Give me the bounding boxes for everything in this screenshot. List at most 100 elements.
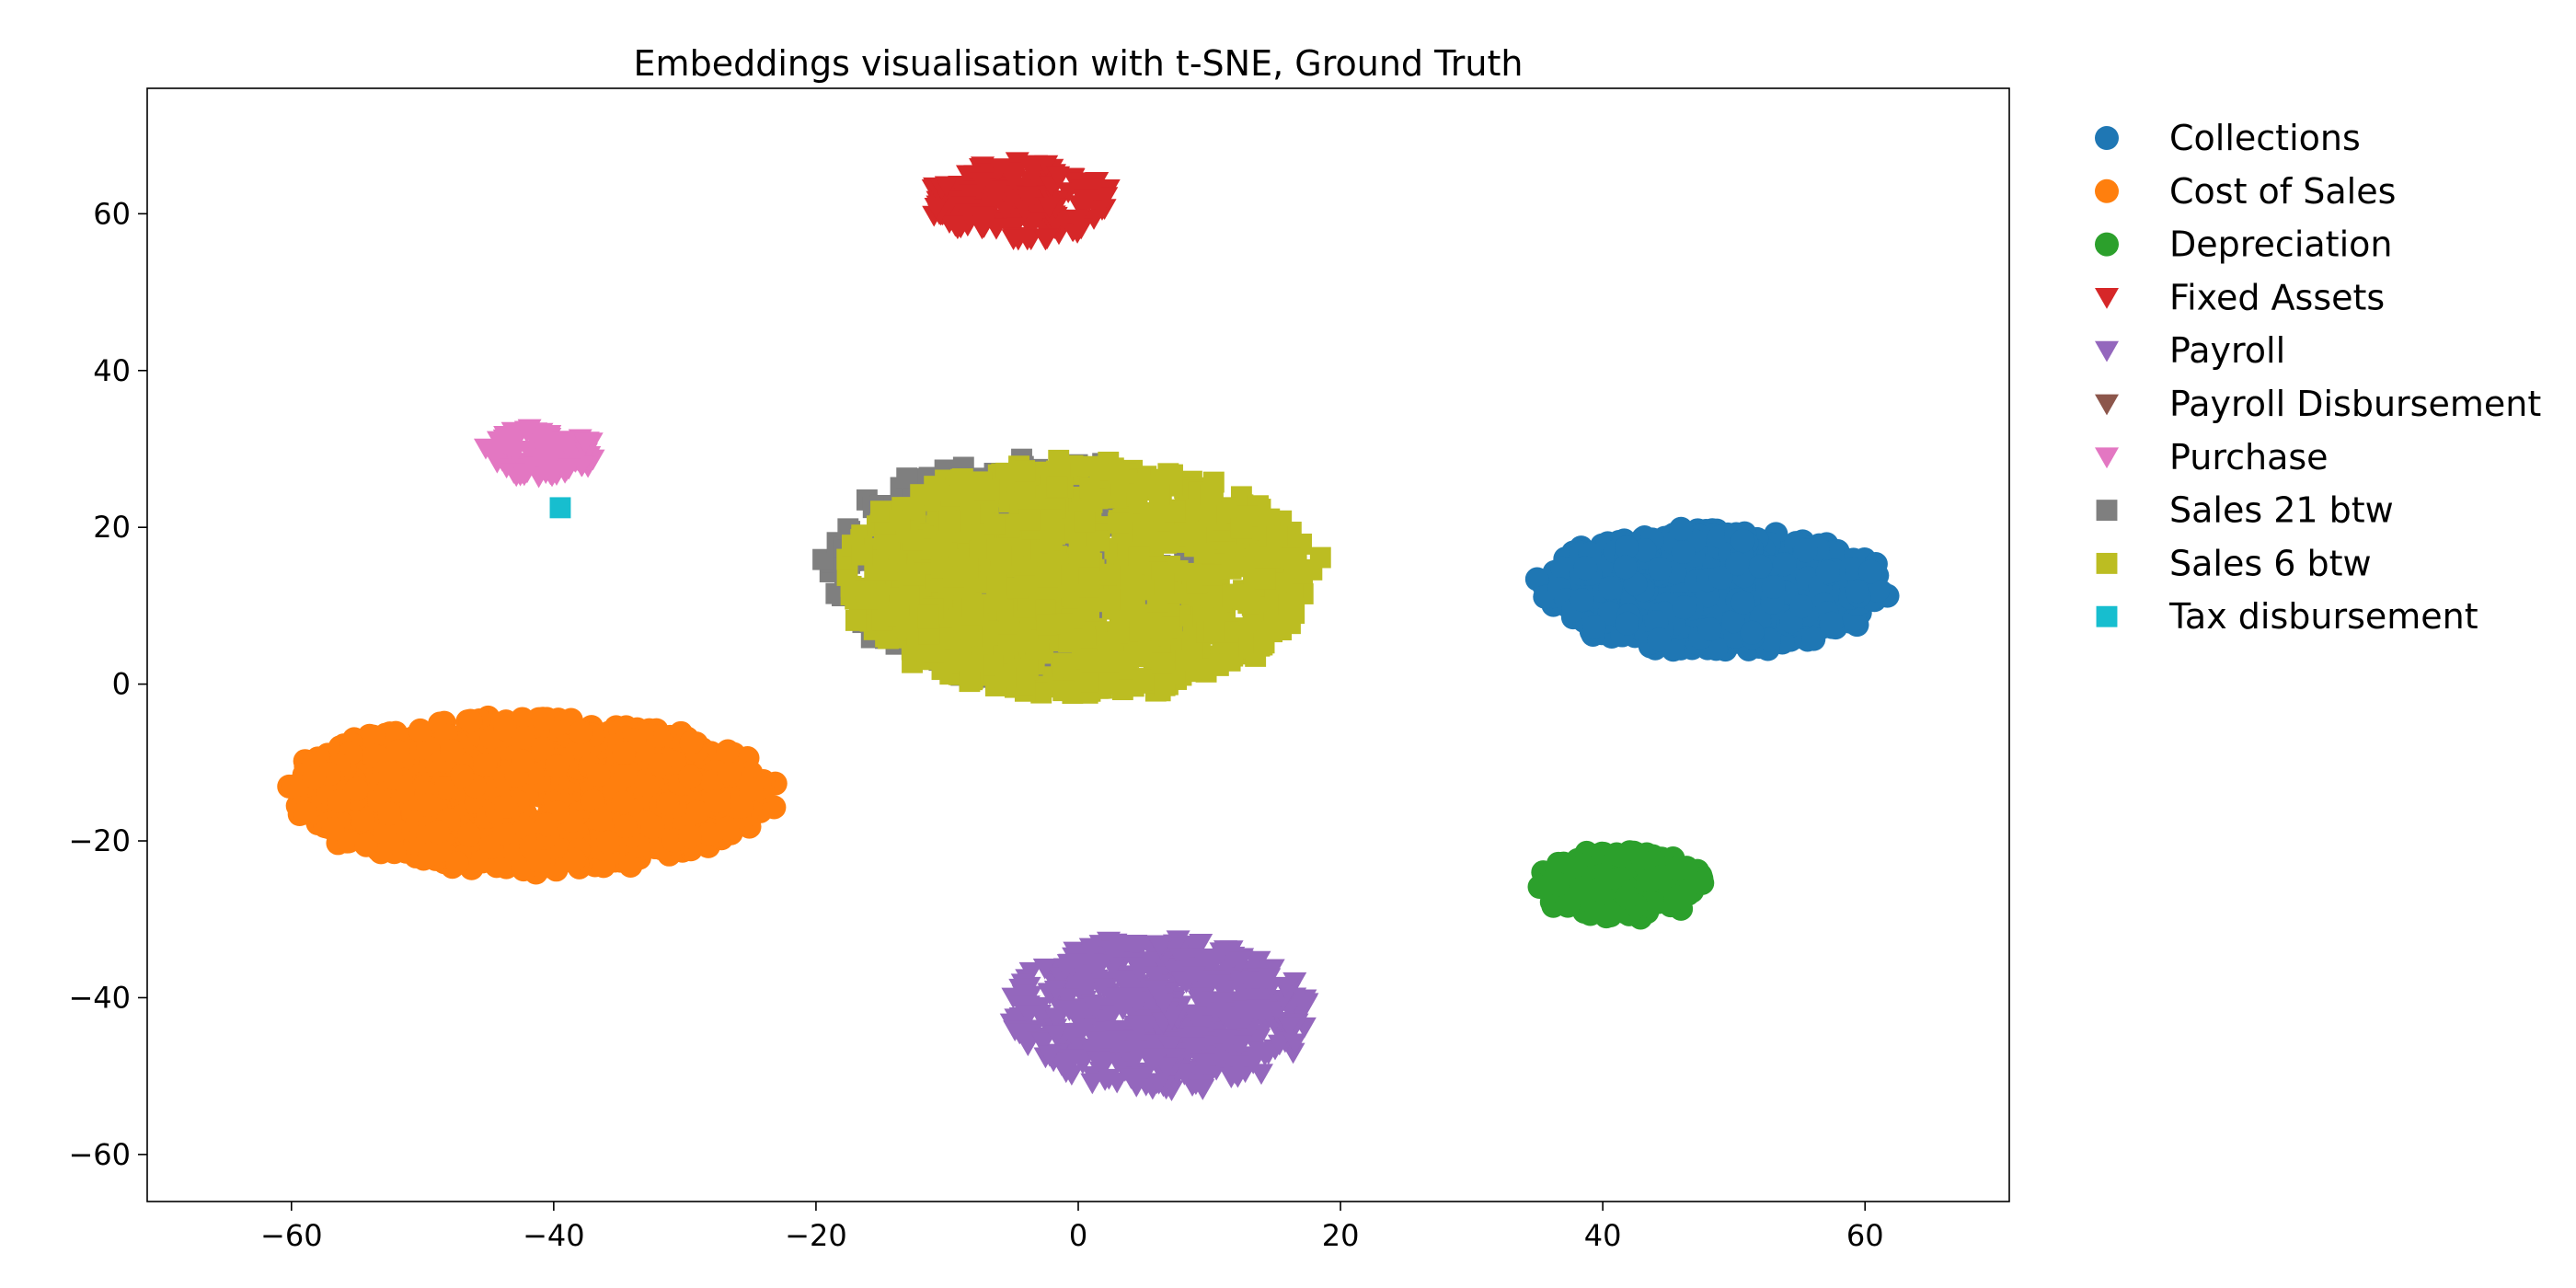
point-purchase (557, 458, 581, 480)
point-sales-6-btw (1087, 530, 1110, 552)
point-sales-6-btw (1036, 614, 1058, 636)
point-sales-6-btw (1175, 649, 1197, 671)
point-cost-of-sales (327, 789, 351, 814)
y-axis: −60 −40 −20 0 20 40 60 (68, 196, 147, 1172)
point-sales-6-btw (960, 625, 983, 647)
point-cost-of-sales (614, 814, 638, 839)
point-sales-6-btw (1151, 623, 1173, 645)
point-sales-6-btw (855, 581, 877, 603)
point-payroll (1228, 951, 1253, 973)
legend-marker (2096, 500, 2118, 522)
point-sales-6-btw (1309, 546, 1331, 569)
point-sales-6-btw (903, 497, 925, 519)
point-payroll (1138, 951, 1163, 972)
point-fixed-assets (924, 198, 949, 219)
point-payroll (1152, 994, 1177, 1016)
point-payroll (1154, 1057, 1179, 1079)
y-tick-label: −60 (68, 1137, 131, 1172)
point-sales-6-btw (959, 671, 981, 693)
point-collections (1720, 609, 1745, 634)
point-fixed-assets (983, 183, 1008, 205)
point-collections (1789, 594, 1814, 619)
point-sales-6-btw (1129, 620, 1151, 642)
point-sales-6-btw (898, 586, 920, 608)
point-sales-6-btw (1081, 491, 1103, 513)
point-cost-of-sales (648, 753, 673, 777)
point-sales-6-btw (989, 540, 1011, 562)
point-collections (1672, 595, 1696, 620)
point-sales-6-btw (1046, 476, 1068, 498)
legend-label: Purchase (2169, 437, 2329, 477)
point-sales-6-btw (1254, 568, 1276, 590)
legend-label: Depreciation (2169, 224, 2392, 265)
point-collections (1648, 557, 1673, 581)
point-fixed-assets (1018, 171, 1043, 192)
x-tick-label: −60 (260, 1218, 323, 1253)
legend-label: Fixed Assets (2169, 277, 2385, 317)
point-sales-6-btw (1006, 556, 1029, 578)
point-sales-6-btw (1048, 449, 1070, 471)
legend-item: Depreciation (2095, 224, 2392, 265)
point-payroll (1293, 989, 1317, 1011)
point-sales-6-btw (1164, 500, 1186, 523)
point-sales-6-btw (870, 500, 891, 523)
point-payroll (1282, 1033, 1307, 1055)
point-cost-of-sales (717, 761, 742, 786)
point-fixed-assets (959, 184, 983, 206)
point-payroll (1234, 1006, 1259, 1029)
point-payroll (1137, 1034, 1162, 1055)
point-depreciation (1665, 856, 1690, 880)
point-sales-6-btw (1185, 526, 1207, 547)
point-payroll (1043, 1007, 1068, 1029)
point-cost-of-sales (568, 720, 592, 745)
point-cost-of-sales (293, 800, 317, 825)
point-collections (1740, 620, 1765, 645)
point-fixed-assets (970, 172, 995, 193)
point-payroll (1225, 1066, 1250, 1088)
point-sales-6-btw (1098, 673, 1120, 695)
point-depreciation (1556, 893, 1581, 918)
point-payroll (1037, 1045, 1062, 1067)
point-payroll (1144, 980, 1169, 1002)
point-depreciation (1527, 875, 1552, 900)
point-fixed-assets (1073, 190, 1098, 212)
point-depreciation (1663, 886, 1688, 911)
x-tick-label: 60 (1846, 1218, 1884, 1253)
point-collections (1616, 611, 1640, 636)
point-sales-6-btw (1220, 558, 1242, 580)
point-payroll (1007, 1023, 1032, 1045)
point-sales-6-btw (871, 609, 893, 631)
legend-item: Sales 21 btw (2096, 490, 2394, 531)
point-collections (1725, 551, 1750, 576)
point-collections (1840, 557, 1865, 581)
legend-item: Collections (2095, 118, 2361, 158)
point-payroll (1060, 1049, 1085, 1071)
point-sales-6-btw (1151, 652, 1173, 674)
point-sales-6-btw (1154, 573, 1175, 595)
point-fixed-assets (1012, 201, 1037, 223)
point-payroll (1213, 1029, 1238, 1051)
point-collections (1550, 556, 1575, 581)
point-sales-6-btw (917, 604, 939, 627)
point-payroll (1246, 999, 1271, 1020)
point-cost-of-sales (321, 817, 346, 842)
point-payroll (1106, 987, 1131, 1009)
point-collections (1632, 538, 1657, 563)
point-collections (1615, 535, 1639, 560)
point-sales-6-btw (1078, 597, 1099, 619)
point-cost-of-sales (636, 773, 661, 798)
point-sales-6-btw (1064, 681, 1087, 703)
point-sales-6-btw (878, 534, 899, 556)
point-fixed-assets (1033, 229, 1058, 251)
point-cost-of-sales (456, 822, 481, 847)
point-sales-6-btw (1259, 546, 1281, 569)
point-purchase (485, 452, 510, 474)
point-sales-6-btw (1203, 620, 1225, 642)
point-sales-6-btw (1014, 460, 1036, 482)
point-payroll (1030, 1032, 1055, 1054)
point-sales-6-btw (983, 513, 1006, 535)
point-cost-of-sales (494, 794, 519, 819)
point-payroll (1172, 1064, 1197, 1086)
legend: Collections Cost of Sales Depreciation Fixe… (2095, 118, 2541, 637)
point-sales-6-btw (995, 667, 1017, 688)
